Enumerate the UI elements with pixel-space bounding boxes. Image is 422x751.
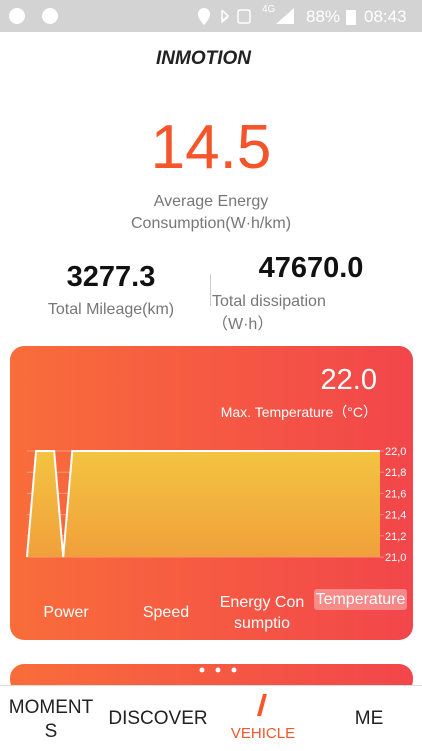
y-tick-label: 21,0: [385, 552, 406, 564]
stat-value: 3277.3: [66, 261, 156, 293]
network-type: 4G: [262, 4, 276, 15]
stat-value: 47670.0: [258, 252, 364, 284]
y-tick-label: 21,6: [385, 488, 406, 500]
stat-label: Total Mileage(km): [47, 301, 175, 318]
battery-level: 88%: [306, 7, 341, 26]
summary-label: Average Energy Consumption(W·h/km): [130, 193, 292, 232]
divider: [210, 274, 211, 306]
area: [27, 451, 380, 557]
card-value: 22.0: [320, 364, 377, 396]
vehicle-icon: [257, 694, 267, 716]
nav-item[interactable]: ME: [354, 708, 384, 729]
battery-icon: [346, 10, 356, 25]
page-dots: [199, 667, 237, 673]
card-label: Max. Temperature（°C）: [220, 404, 377, 420]
bottom-nav: MOMENTS DISCOVER VEHICLE ME: [0, 685, 422, 751]
tab[interactable]: Power: [43, 604, 89, 621]
line: [26, 450, 380, 558]
y-tick-label: 21,4: [385, 510, 406, 522]
tab[interactable]: Temperature: [314, 589, 407, 610]
stat-label: Total dissipation（W·h）: [212, 293, 326, 333]
y-tick-label: 21,2: [385, 531, 406, 543]
nav-item[interactable]: MOMENTS: [8, 697, 94, 742]
y-tick-label: 21,8: [385, 467, 406, 479]
tab[interactable]: Energy Consumptio: [219, 594, 305, 632]
tab[interactable]: Speed: [142, 604, 190, 621]
temperature-card: 22.0 Max. Temperature（°C） 22,0 21,8 21,6 21…: [10, 346, 413, 640]
nav-item[interactable]: VEHICLE: [230, 725, 296, 742]
y-tick-label: 22,0: [385, 446, 406, 458]
status-bar: 4G 88% 08:43: [0, 0, 422, 32]
notification-icons: [9, 8, 58, 24]
system-icons: [198, 8, 294, 25]
logo: INMOTION: [156, 48, 251, 69]
summary-value: 14.5: [150, 113, 272, 182]
clock: 08:43: [364, 7, 407, 26]
nav-item[interactable]: DISCOVER: [108, 708, 208, 729]
chart: 22,0 21,8 21,6 21,4 21,2 21,0: [26, 446, 406, 564]
